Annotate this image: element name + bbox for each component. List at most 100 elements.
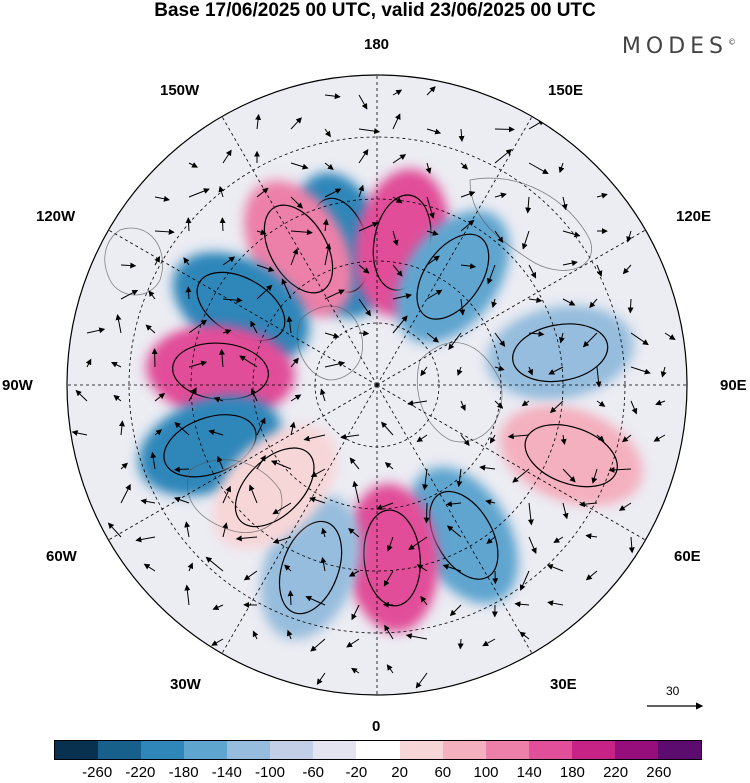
wind-vector	[553, 536, 564, 544]
wind-vector	[154, 429, 163, 436]
wind-vector	[324, 332, 340, 339]
colorbar-swatch	[614, 741, 658, 759]
wind-vector	[426, 332, 440, 343]
wind-vector	[591, 468, 598, 484]
wind-vector	[392, 293, 412, 300]
wind-vector	[154, 256, 160, 266]
wind-vector	[289, 421, 296, 436]
wind-vector	[630, 400, 638, 415]
wind-vector	[205, 556, 224, 572]
wind-vector	[140, 498, 156, 505]
wind-vector	[425, 162, 432, 175]
wind-vector	[211, 638, 224, 646]
wind-vector	[596, 400, 606, 407]
wind-vector	[286, 315, 293, 334]
wind-vector	[527, 366, 534, 376]
wind-vector	[250, 320, 258, 334]
wind-vector	[256, 264, 275, 272]
colorbar-swatch	[55, 741, 99, 759]
wind-vector	[494, 148, 513, 164]
meridian-line	[221, 384, 378, 654]
wind-vector	[546, 564, 564, 572]
wind-vector	[219, 217, 226, 232]
wind-vector	[558, 332, 565, 344]
map-title: Base 17/06/2025 00 UTC, valid 23/06/2025…	[154, 0, 596, 21]
wind-vector	[456, 468, 463, 488]
wind-vector	[426, 255, 440, 266]
wind-vector	[460, 263, 477, 270]
wind-vector	[324, 360, 346, 368]
wind-vector	[558, 162, 565, 174]
colorbar-tick-label: -60	[302, 764, 325, 781]
wind-vector	[145, 324, 156, 334]
wind-vector	[485, 499, 496, 506]
wind-vector	[256, 284, 273, 300]
wind-vector	[562, 468, 576, 483]
wind-vector	[351, 604, 360, 621]
wind-vector	[284, 564, 292, 572]
colorbar-tick-label: 180	[559, 764, 585, 781]
wind-vector	[460, 400, 466, 412]
meridian-line	[376, 229, 646, 386]
wind-vector	[426, 86, 436, 96]
wind-vector	[562, 502, 569, 520]
wind-vector	[621, 434, 632, 443]
wind-vector	[252, 630, 259, 640]
wind-vector	[346, 638, 360, 648]
wind-vector	[562, 298, 576, 306]
wind-vector	[521, 400, 530, 407]
wind-vector	[582, 332, 598, 348]
wind-vector	[525, 196, 532, 214]
wind-vector	[622, 264, 632, 275]
wind-vector	[185, 286, 192, 300]
wind-vector	[154, 228, 175, 235]
wind-vector	[655, 399, 666, 406]
meridian-line	[221, 116, 378, 386]
wind-vector	[527, 502, 534, 526]
wind-vector	[188, 319, 208, 334]
wind-vector	[185, 217, 192, 232]
wind-vector	[482, 638, 496, 647]
lon-label-120e: 120E	[676, 208, 712, 225]
wind-vector	[405, 633, 428, 640]
wind-vector	[218, 185, 225, 198]
wind-vector	[256, 417, 266, 436]
wind-vector	[222, 522, 229, 538]
meridian-line	[108, 384, 378, 541]
wind-vector	[188, 188, 210, 198]
wind-vector	[188, 387, 197, 402]
colorbar-tick-label: 220	[603, 764, 629, 781]
colorbar-swatch	[399, 741, 443, 759]
wind-vector	[286, 629, 293, 640]
anomaly-contour	[524, 424, 618, 488]
wind-vector	[188, 360, 208, 368]
map-border	[66, 74, 688, 696]
wind-vector	[653, 434, 666, 442]
wind-vector	[281, 278, 292, 300]
wind-vector	[562, 230, 581, 238]
wind-vector	[528, 162, 549, 175]
wind-vector	[521, 230, 530, 250]
wind-vector	[519, 570, 530, 591]
colorbar	[54, 740, 702, 760]
wind-vector	[608, 466, 632, 473]
wind-vector	[550, 400, 564, 414]
wind-vector	[75, 389, 88, 402]
wind-vector	[309, 496, 326, 504]
wind-vector	[514, 601, 530, 608]
wind-vector	[442, 564, 462, 572]
wind-vector	[187, 562, 194, 572]
meridian-line	[376, 384, 646, 541]
wind-vector	[416, 564, 428, 572]
wind-vector	[358, 264, 370, 274]
wind-vector	[208, 429, 224, 436]
wind-vector	[630, 366, 651, 375]
wind-vector	[628, 536, 635, 554]
wind-vector	[86, 327, 106, 334]
lon-label-30w: 30W	[170, 676, 201, 693]
wind-vector	[173, 466, 190, 473]
wind-vector	[113, 394, 122, 402]
wind-vector	[184, 521, 191, 538]
lon-label-120w: 120W	[36, 208, 76, 225]
anomaly-cell	[499, 406, 643, 506]
